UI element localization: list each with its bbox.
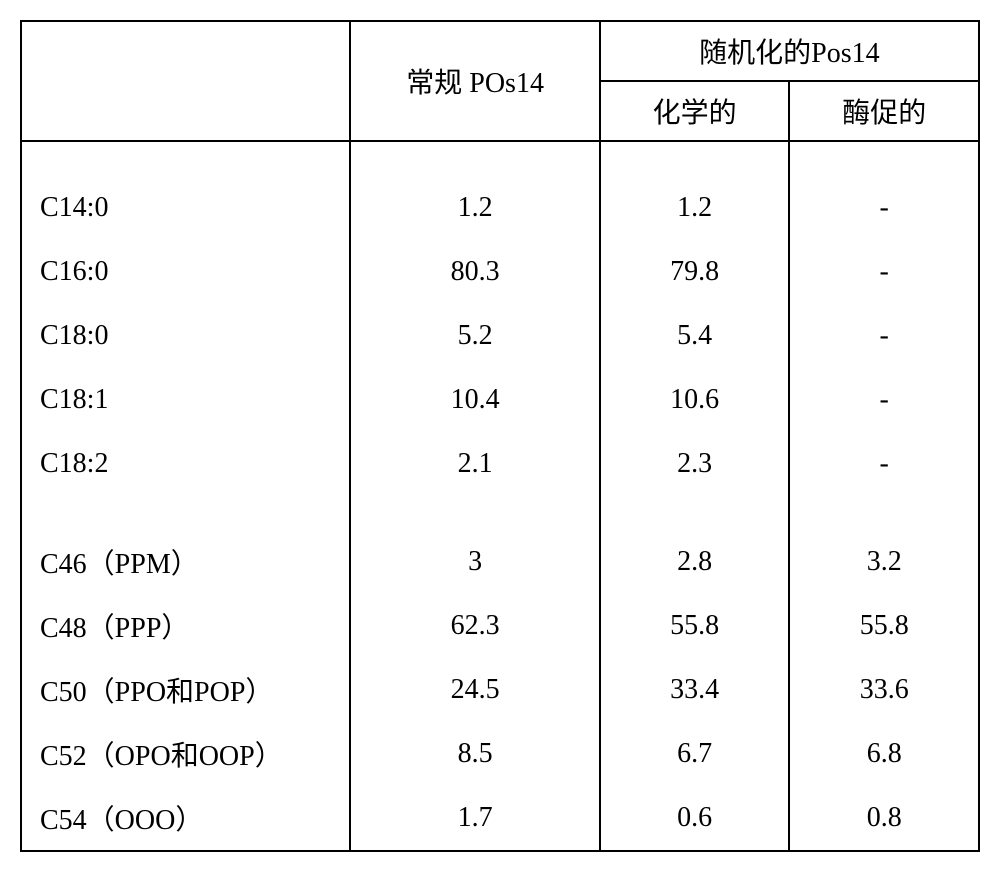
row-label: C18:0 [21, 304, 350, 368]
row-label: C18:1 [21, 368, 350, 432]
row-value: 2.1 [350, 432, 599, 496]
row-value: 6.7 [600, 722, 790, 786]
row-value: 33.4 [600, 658, 790, 722]
table-spacer [21, 141, 979, 176]
row-value: 55.8 [789, 594, 979, 658]
header-col1: 常规 POs14 [350, 21, 599, 141]
table-header-row: 常规 POs14 随机化的Pos14 [21, 21, 979, 81]
row-label: C14:0 [21, 176, 350, 240]
table-row: C54（OOO） 1.7 0.6 0.8 [21, 786, 979, 851]
table-row: C16:0 80.3 79.8 - [21, 240, 979, 304]
table-row: C18:1 10.4 10.6 - [21, 368, 979, 432]
table-row: C48（PPP） 62.3 55.8 55.8 [21, 594, 979, 658]
table-spacer [21, 496, 979, 530]
row-label: C16:0 [21, 240, 350, 304]
row-label: C50（PPO和POP） [21, 658, 350, 722]
row-value: 5.4 [600, 304, 790, 368]
row-value: 1.7 [350, 786, 599, 851]
row-value: 3.2 [789, 530, 979, 594]
row-value: 55.8 [600, 594, 790, 658]
table-row: C46（PPM） 3 2.8 3.2 [21, 530, 979, 594]
row-value: - [789, 368, 979, 432]
row-value: 62.3 [350, 594, 599, 658]
table-row: C52（OPO和OOP） 8.5 6.7 6.8 [21, 722, 979, 786]
row-label: C52（OPO和OOP） [21, 722, 350, 786]
header-sub1: 化学的 [600, 81, 790, 141]
row-value: 3 [350, 530, 599, 594]
header-sub2: 酶促的 [789, 81, 979, 141]
row-value: 79.8 [600, 240, 790, 304]
row-value: 2.3 [600, 432, 790, 496]
row-value: 10.4 [350, 368, 599, 432]
row-value: 5.2 [350, 304, 599, 368]
row-value: 80.3 [350, 240, 599, 304]
row-label: C18:2 [21, 432, 350, 496]
header-blank [21, 21, 350, 141]
table-row: C18:2 2.1 2.3 - [21, 432, 979, 496]
row-label: C54（OOO） [21, 786, 350, 851]
row-value: 10.6 [600, 368, 790, 432]
row-label: C48（PPP） [21, 594, 350, 658]
row-value: 33.6 [789, 658, 979, 722]
row-value: 1.2 [600, 176, 790, 240]
row-value: 1.2 [350, 176, 599, 240]
table-row: C14:0 1.2 1.2 - [21, 176, 979, 240]
row-value: 0.6 [600, 786, 790, 851]
table-row: C50（PPO和POP） 24.5 33.4 33.6 [21, 658, 979, 722]
row-value: 24.5 [350, 658, 599, 722]
header-group: 随机化的Pos14 [600, 21, 979, 81]
row-value: 8.5 [350, 722, 599, 786]
row-label: C46（PPM） [21, 530, 350, 594]
row-value: - [789, 240, 979, 304]
row-value: 0.8 [789, 786, 979, 851]
row-value: 6.8 [789, 722, 979, 786]
row-value: - [789, 432, 979, 496]
row-value: - [789, 176, 979, 240]
table-row: C18:0 5.2 5.4 - [21, 304, 979, 368]
row-value: 2.8 [600, 530, 790, 594]
data-table: 常规 POs14 随机化的Pos14 化学的 酶促的 C14:0 1.2 1.2… [20, 20, 980, 852]
row-value: - [789, 304, 979, 368]
